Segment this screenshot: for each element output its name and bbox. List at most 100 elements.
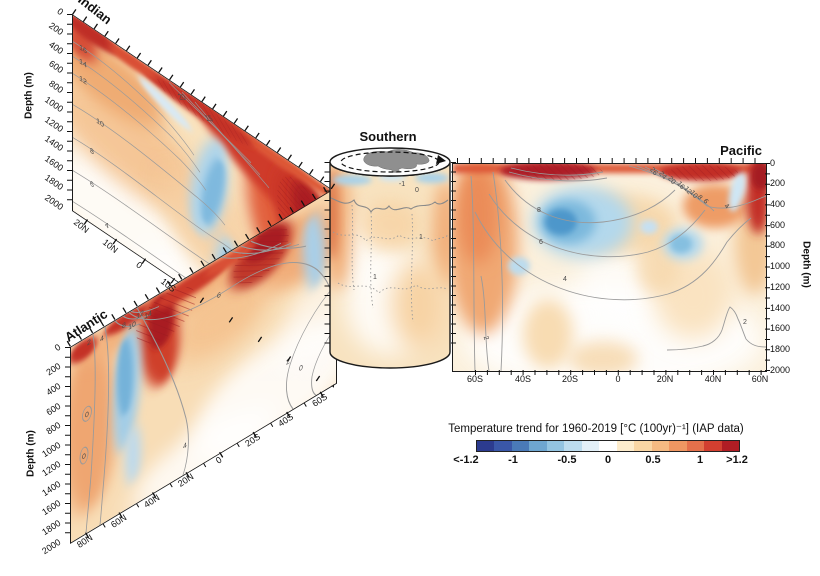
depth-tick: 2000 bbox=[43, 192, 66, 213]
colorbar-segment bbox=[529, 441, 547, 451]
antarctica-island bbox=[391, 168, 400, 173]
colorbar-segment bbox=[546, 441, 565, 451]
colorbar-tick: -0.5 bbox=[557, 454, 577, 466]
colorbar-segment bbox=[511, 441, 530, 451]
pacific-isotherm-contours: 8 6 4 2 2 26 24 20 16 12 10 8 6 4 bbox=[470, 165, 766, 371]
depth-tick: 1600 bbox=[770, 323, 791, 333]
cylinder-outline bbox=[329, 161, 451, 369]
depth-tick: 400 bbox=[44, 380, 63, 398]
depth-tick: 1800 bbox=[43, 172, 66, 193]
depth-tick: 1000 bbox=[40, 439, 63, 460]
lat-tick: 60S bbox=[466, 374, 483, 384]
colorbar-segment bbox=[599, 441, 617, 451]
pacific-temperature-field bbox=[453, 164, 766, 371]
contour-label: 16 bbox=[675, 180, 685, 191]
colorbar-tick: 0.5 bbox=[645, 454, 661, 466]
contour-label: 2 bbox=[743, 319, 747, 326]
colorbar-segment bbox=[634, 441, 652, 451]
contour-label: 6 bbox=[539, 239, 543, 246]
colorbar-segment bbox=[669, 441, 687, 451]
contour-label: 8 bbox=[90, 146, 94, 157]
depth-tick: 600 bbox=[47, 58, 66, 76]
depth-tick: 200 bbox=[44, 360, 63, 378]
cylinder-top-ellipse bbox=[329, 147, 451, 177]
depth-tick: 2000 bbox=[40, 536, 63, 557]
contour-label: 6 bbox=[701, 198, 709, 206]
southern-ocean-cylinder: -1 0 1 1 bbox=[324, 147, 456, 369]
depth-tick: 0 bbox=[55, 6, 66, 18]
antarctica-shape bbox=[363, 149, 430, 170]
depth-tick: 2000 bbox=[770, 365, 791, 375]
contour-label: 0 bbox=[82, 451, 86, 462]
contour-label: 26 bbox=[648, 166, 658, 177]
contour-label: 10 bbox=[688, 189, 698, 200]
depth-tick: 1200 bbox=[43, 114, 66, 135]
atlantic-depth-axis-label: Depth (m) bbox=[25, 430, 37, 477]
depth-tick: 800 bbox=[47, 78, 66, 96]
depth-tick: 1000 bbox=[43, 94, 66, 115]
indian-depth-axis-label: Depth (m) bbox=[23, 72, 35, 119]
contour-label: 24 bbox=[657, 170, 667, 181]
colorbar-tick: 0 bbox=[604, 454, 612, 466]
flow-direction-arrow bbox=[436, 155, 446, 164]
lat-tick: 40N bbox=[704, 374, 722, 384]
contour-label: 1 bbox=[373, 274, 377, 281]
depth-tick: 1400 bbox=[43, 133, 66, 154]
depth-tick: 1600 bbox=[40, 497, 63, 518]
colorbar-segment bbox=[477, 441, 495, 451]
depth-tick: 600 bbox=[44, 400, 63, 418]
depth-tick: 200 bbox=[47, 20, 66, 38]
depth-tick: 800 bbox=[770, 240, 786, 250]
depth-tick: 1600 bbox=[43, 153, 66, 174]
colorbar-segment bbox=[704, 441, 722, 451]
depth-tick: 1800 bbox=[770, 344, 791, 354]
contour-label: -1 bbox=[399, 181, 405, 188]
contour-label: 8 bbox=[537, 207, 541, 214]
colorbar-segment bbox=[651, 441, 670, 451]
colorbar bbox=[476, 440, 740, 452]
colorbar-tick: 1 bbox=[696, 454, 704, 466]
depth-tick: 400 bbox=[47, 39, 66, 57]
depth-tick: 1200 bbox=[40, 458, 63, 479]
panel-title-pacific: Pacific bbox=[720, 143, 762, 158]
colorbar-segment bbox=[616, 441, 635, 451]
contour-label: 4 bbox=[563, 276, 567, 283]
depth-tick: 200 bbox=[770, 178, 786, 188]
lat-tick: 20S bbox=[561, 374, 578, 384]
depth-tick: 600 bbox=[770, 220, 786, 230]
depth-tick: 1400 bbox=[40, 478, 63, 499]
colorbar-tick: >1.2 bbox=[726, 454, 748, 466]
pacific-depth-axis-label: Depth (m) bbox=[800, 241, 812, 288]
pacific-ocean-panel: 8 6 4 2 2 26 24 20 16 12 10 8 6 4 bbox=[452, 163, 767, 372]
depth-tick: 1800 bbox=[40, 517, 63, 538]
depth-tick: 400 bbox=[770, 199, 786, 209]
depth-tick: 0 bbox=[52, 341, 63, 354]
contour-label: 12 bbox=[682, 185, 692, 196]
contour-label: 8 bbox=[695, 194, 703, 202]
contour-label: 6 bbox=[90, 179, 94, 190]
colorbar-segment bbox=[581, 441, 600, 451]
contour-label: 2 bbox=[482, 335, 490, 341]
lat-tick: 40S bbox=[514, 374, 531, 384]
lat-tick: 60N bbox=[751, 374, 769, 384]
colorbar-tick: -1 bbox=[508, 454, 518, 466]
colorbar-segment bbox=[686, 441, 705, 451]
depth-tick: 1400 bbox=[770, 303, 791, 313]
colorbar-tick: <-1.2 bbox=[453, 454, 479, 466]
contour-label: 4 bbox=[723, 203, 731, 211]
colorbar-title: Temperature trend for 1960-2019 [°C (100… bbox=[448, 423, 744, 435]
depth-tick: 0 bbox=[770, 158, 776, 168]
contour-label: 20 bbox=[666, 175, 676, 186]
contour-label: 1 bbox=[419, 234, 423, 241]
lat-tick: 20N bbox=[656, 374, 674, 384]
contour-label: 0 bbox=[415, 187, 419, 194]
lat-tick: 0 bbox=[615, 374, 621, 384]
depth-tick: 1000 bbox=[770, 261, 791, 271]
colorbar-segment bbox=[564, 441, 582, 451]
depth-tick: 800 bbox=[44, 419, 63, 437]
southern-isotherm-contours bbox=[330, 196, 449, 323]
depth-tick: 1200 bbox=[770, 282, 791, 292]
colorbar-segment bbox=[494, 441, 512, 451]
southern-temperature-field bbox=[330, 162, 450, 368]
